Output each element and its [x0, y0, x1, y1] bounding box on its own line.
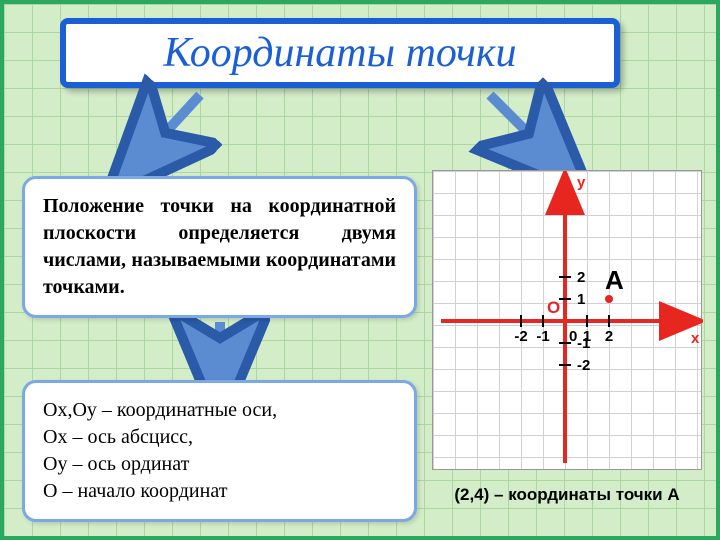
svg-text:x: x — [691, 330, 700, 347]
svg-text:-2: -2 — [577, 357, 590, 374]
axes-desc-box: Ох,Оу – координатные оси, Ох – ось абсци… — [22, 380, 417, 522]
svg-text:-1: -1 — [577, 335, 590, 352]
coordinate-chart: -2-112-2-1120OxyA — [432, 170, 702, 470]
svg-text:0: 0 — [569, 328, 577, 345]
chart-svg: -2-112-2-1120OxyA — [433, 171, 703, 471]
title-text: Координаты точки — [163, 29, 516, 77]
svg-text:1: 1 — [577, 291, 585, 308]
axes-line-1: Ох,Оу – координатные оси, — [43, 397, 396, 424]
svg-text:A: A — [605, 265, 624, 295]
svg-text:2: 2 — [577, 269, 585, 286]
definition-box: Положение точки на координатной плоскост… — [22, 176, 417, 318]
definition-text: Положение точки на координатной плоскост… — [43, 193, 396, 301]
svg-text:O: O — [547, 298, 560, 317]
svg-text:y: y — [577, 174, 586, 191]
svg-text:-2: -2 — [514, 328, 527, 345]
svg-text:2: 2 — [605, 328, 613, 345]
caption-text: (2,4) – координаты точки А — [432, 485, 702, 505]
title-box: Координаты точки — [60, 18, 620, 88]
axes-line-3: Оу – ось ординат — [43, 451, 396, 478]
axes-line-4: О – начало координат — [43, 478, 396, 505]
axes-line-2: Ох – ось абсцисс, — [43, 424, 396, 451]
svg-text:-1: -1 — [536, 328, 549, 345]
